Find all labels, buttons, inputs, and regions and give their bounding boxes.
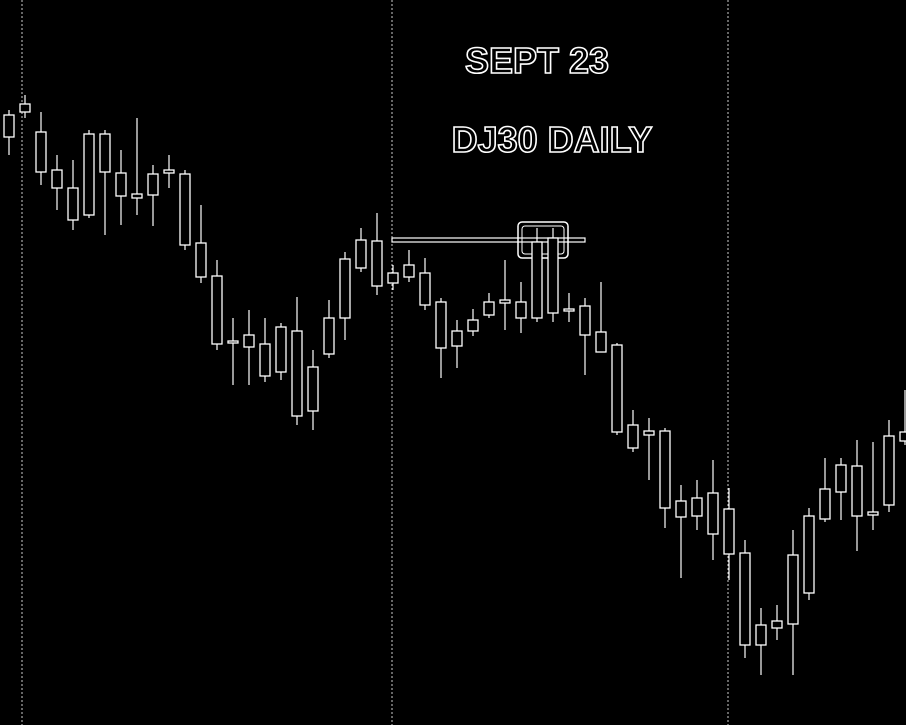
candle-body [355, 239, 367, 269]
candle-body [643, 430, 655, 436]
candle-body [51, 169, 63, 189]
candle-body [851, 465, 863, 517]
candle-body [435, 301, 447, 349]
candle-body [723, 508, 735, 555]
candle-body [835, 464, 847, 493]
candle-body [211, 275, 223, 345]
candle-body [691, 497, 703, 517]
candle-body [547, 237, 559, 314]
candle-body [163, 169, 175, 174]
candle-body [19, 103, 31, 113]
candle-body [627, 424, 639, 449]
candle-body [515, 301, 527, 319]
candle-body [531, 241, 543, 319]
chart-subtitle: DJ30 DAILY [452, 119, 653, 160]
candle-body [227, 340, 239, 344]
candle-body [771, 620, 783, 629]
candle-body [595, 331, 607, 353]
candle-body [371, 240, 383, 287]
candle-body [755, 624, 767, 646]
candle-body [307, 366, 319, 412]
candle-body [659, 430, 671, 509]
candle-body [83, 133, 95, 216]
candle-body [451, 330, 463, 347]
candle-body [611, 344, 623, 433]
candle-body [291, 330, 303, 417]
candle-body [899, 431, 906, 442]
candle-body [803, 515, 815, 594]
candle-body [739, 552, 751, 646]
candle-body [483, 301, 495, 316]
candle-body [867, 511, 879, 516]
candle-body [147, 173, 159, 196]
candle-body [499, 299, 511, 304]
candle-body [675, 500, 687, 518]
chart-title: SEPT 23 [465, 40, 609, 81]
candle-body [131, 193, 143, 199]
candle-body [403, 264, 415, 278]
resistance-line [391, 237, 586, 243]
candle-body [259, 343, 271, 377]
candle-body [195, 242, 207, 278]
candle-body [563, 308, 575, 312]
candle-body [99, 133, 111, 173]
candle-body [819, 488, 831, 520]
candle-body [339, 258, 351, 319]
candle-body [179, 173, 191, 246]
candle-body [387, 272, 399, 284]
candle-body [707, 492, 719, 535]
candle-body [323, 317, 335, 355]
candle-body [787, 554, 799, 625]
candle-body [243, 334, 255, 348]
candle-body [883, 435, 895, 506]
candle-body [579, 305, 591, 336]
candle-body [115, 172, 127, 197]
candle-body [35, 131, 47, 173]
candle-body [3, 114, 15, 138]
candle-body [67, 187, 79, 221]
candle-body [275, 326, 287, 373]
highlight-box [521, 225, 565, 255]
candle-body [419, 272, 431, 306]
highlight-box [517, 221, 569, 259]
candle-body [467, 319, 479, 332]
